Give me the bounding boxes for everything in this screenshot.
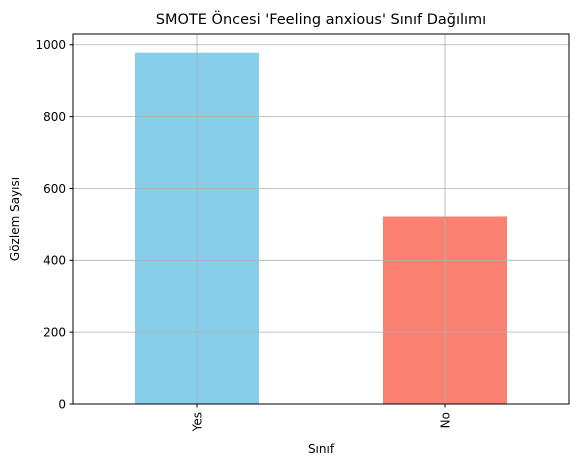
y-axis-label: Gözlem Sayısı [8, 177, 22, 261]
y-tick-label: 1000 [35, 38, 66, 52]
plot-frame [72, 33, 570, 405]
chart-title: SMOTE Öncesi 'Feeling anxious' Sınıf Dağ… [156, 10, 486, 28]
y-tick-label: 0 [58, 397, 66, 411]
y-tick-label: 600 [43, 182, 66, 196]
x-tick-label: Yes [190, 412, 204, 432]
y-axis-ticks: 0 200 400 600 800 1000 [35, 38, 73, 411]
x-axis-label: Sınıf [308, 442, 335, 456]
y-tick-label: 800 [43, 110, 66, 124]
y-tick-label: 400 [43, 254, 66, 268]
y-tick-label: 200 [43, 325, 66, 339]
bars [135, 52, 507, 404]
x-tick-label: No [438, 412, 452, 428]
x-axis-ticks: Yes No [190, 404, 452, 432]
